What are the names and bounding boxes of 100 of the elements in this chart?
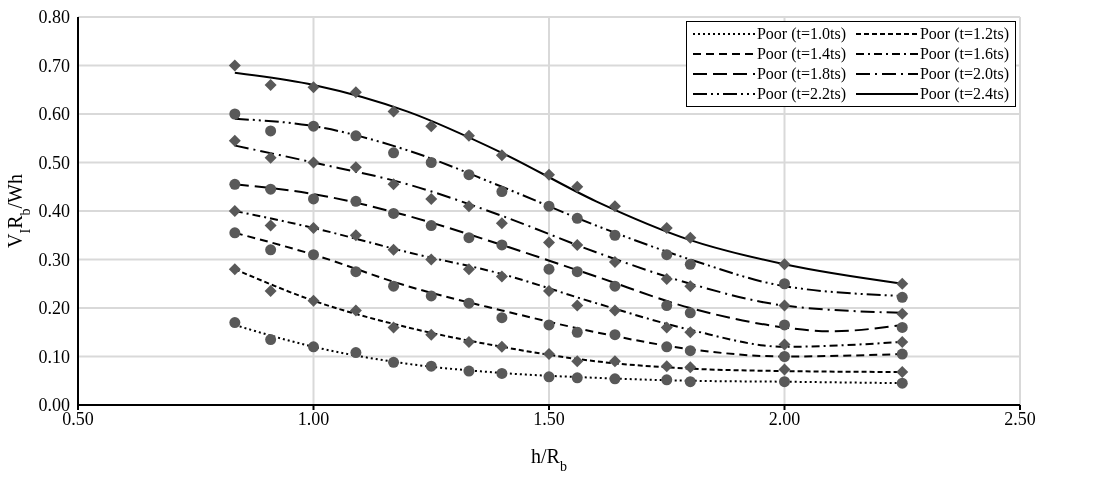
point (308, 120, 319, 132)
point (661, 341, 673, 353)
point (307, 156, 320, 169)
point (229, 317, 241, 329)
point (349, 161, 362, 174)
point (388, 147, 400, 159)
point (228, 263, 241, 276)
point (265, 125, 277, 137)
point (425, 220, 437, 232)
point (228, 134, 241, 147)
point (896, 377, 908, 389)
point (778, 363, 791, 376)
x-tick-label: 2.50 (1004, 408, 1036, 429)
point (608, 255, 621, 268)
x-tick-label: 1.00 (297, 408, 330, 429)
legend-label: Poor (t=2.4ts) (919, 85, 1009, 103)
point (608, 304, 621, 317)
point (495, 270, 508, 283)
point (425, 360, 437, 372)
point (463, 365, 475, 377)
legend-label: Poor (t=2.2ts) (756, 85, 846, 103)
point (660, 272, 673, 285)
point (264, 285, 277, 298)
point (778, 338, 791, 351)
legend-label: Poor (t=2.0ts) (919, 65, 1009, 83)
y-tick-label: 0.30 (38, 249, 70, 270)
point (571, 212, 583, 224)
y-tick-label: 0.60 (38, 104, 70, 125)
point (463, 232, 475, 244)
point (571, 299, 584, 312)
point (496, 239, 508, 251)
point (425, 328, 438, 341)
point (425, 157, 437, 168)
point (571, 372, 583, 384)
point (265, 183, 277, 195)
point (543, 348, 555, 361)
point (684, 231, 697, 244)
point (684, 376, 696, 388)
point (608, 200, 621, 213)
point (462, 129, 475, 142)
point (660, 360, 673, 373)
point (229, 227, 241, 239)
point (571, 238, 584, 251)
point (388, 207, 400, 219)
point (496, 312, 508, 324)
point (350, 266, 362, 278)
point (265, 334, 277, 346)
point (387, 243, 400, 256)
x-tick-label: 2.00 (768, 408, 801, 429)
x-axis-title: h/R$_{b}$ (531, 445, 567, 474)
legend-label: Poor (t=1.6ts) (919, 45, 1009, 63)
point (350, 195, 362, 207)
point (571, 180, 584, 193)
y-tick-label: 0.50 (38, 152, 70, 173)
point (661, 374, 673, 386)
point (495, 149, 508, 162)
point (307, 221, 320, 234)
point (425, 120, 438, 133)
point (684, 345, 696, 357)
point (462, 263, 475, 276)
legend-label: Poor (t=1.0ts) (756, 25, 846, 43)
point (308, 193, 319, 205)
point (779, 319, 790, 331)
point (307, 294, 320, 307)
point (388, 280, 400, 292)
point (264, 151, 277, 164)
point (308, 249, 319, 261)
point (496, 186, 508, 198)
point (779, 278, 790, 290)
point (896, 348, 908, 360)
y-tick-label: 0.40 (38, 201, 70, 222)
point (896, 291, 908, 303)
legend-label: Poor (t=1.2ts) (919, 25, 1009, 43)
point (229, 108, 241, 120)
point (349, 304, 362, 317)
point (660, 321, 673, 334)
point (779, 351, 790, 362)
point (496, 367, 508, 379)
point (388, 356, 400, 368)
point (425, 192, 438, 205)
legend-label: Poor (t=1.8ts) (756, 65, 846, 83)
point (609, 229, 621, 241)
point (543, 263, 555, 275)
point (684, 258, 696, 270)
point (425, 290, 437, 302)
point (425, 253, 438, 266)
point (350, 347, 362, 359)
point (896, 307, 909, 320)
point (264, 78, 277, 91)
point (463, 169, 475, 181)
point (308, 341, 319, 353)
point (896, 366, 909, 379)
point (495, 217, 508, 230)
point (571, 266, 583, 278)
point (684, 307, 696, 319)
point (387, 105, 400, 118)
point (387, 178, 400, 191)
point (495, 340, 508, 353)
point (543, 200, 555, 212)
point (609, 373, 621, 385)
